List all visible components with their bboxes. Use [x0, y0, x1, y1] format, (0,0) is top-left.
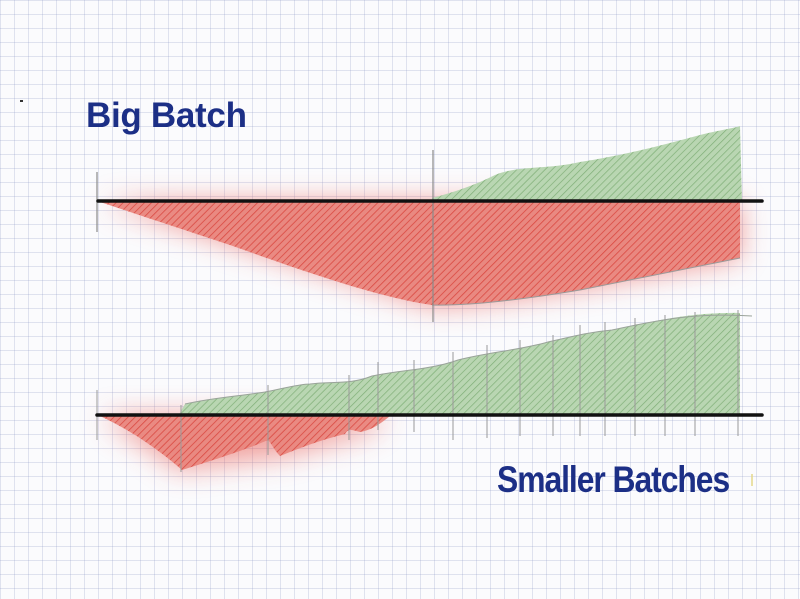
big-batch-gain-area	[432, 126, 742, 202]
smaller-batches-title: Smaller Batches	[497, 459, 730, 500]
big-batch-loss-outline	[431, 257, 741, 306]
stray-pencil-mark	[20, 100, 23, 102]
big-batch-title: Big Batch	[86, 96, 247, 135]
big-batch-loss-area	[100, 202, 740, 306]
smaller-batches-diagram	[95, 310, 764, 486]
big-batch-diagram	[96, 126, 764, 322]
smaller-batches-loss-area	[100, 416, 390, 470]
smaller-batches-gain-outline	[184, 314, 753, 405]
smaller-batches-gain-area	[178, 312, 740, 416]
